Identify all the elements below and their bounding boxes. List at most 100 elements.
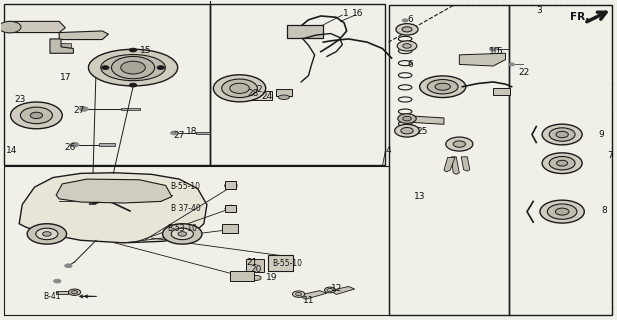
Ellipse shape [542,153,582,173]
Text: 2: 2 [257,85,262,94]
Ellipse shape [540,200,584,223]
Text: 4: 4 [386,146,391,155]
Text: 3: 3 [536,6,542,15]
Bar [389,5,508,315]
Text: 16: 16 [352,9,363,18]
Circle shape [157,66,165,69]
Text: B-55-10: B-55-10 [170,182,201,191]
Text: B-55-10: B-55-10 [272,259,302,268]
Circle shape [172,228,193,240]
Bar [276,89,292,96]
Circle shape [30,112,43,119]
Circle shape [68,289,81,295]
Circle shape [402,27,412,32]
Text: FR.: FR. [569,12,589,22]
Text: 7: 7 [607,151,613,160]
Polygon shape [330,286,355,294]
Circle shape [489,47,497,51]
Text: 27: 27 [173,131,185,140]
Circle shape [36,228,58,240]
Text: 20: 20 [251,265,262,275]
Polygon shape [459,53,505,66]
Text: B-41: B-41 [43,292,60,301]
Circle shape [403,44,412,48]
Bar [222,224,238,233]
Ellipse shape [549,156,575,170]
Bar [196,132,210,134]
Circle shape [292,291,305,297]
Circle shape [398,114,416,123]
Polygon shape [50,39,73,53]
Bar [4,4,210,165]
Circle shape [251,275,261,280]
Ellipse shape [557,160,568,166]
Circle shape [102,66,109,69]
Text: 1: 1 [342,9,349,18]
Bar [99,143,115,146]
Circle shape [325,287,336,293]
Text: 18: 18 [186,127,197,136]
Bar [121,108,141,110]
Text: 22: 22 [518,68,529,77]
Ellipse shape [230,83,249,93]
Bar [493,88,510,95]
Circle shape [0,21,21,33]
Circle shape [54,279,61,283]
Bar [244,91,271,100]
Circle shape [130,83,137,87]
Circle shape [296,292,302,296]
Text: 13: 13 [413,192,425,201]
Text: 17: 17 [60,73,71,82]
Ellipse shape [549,128,575,141]
Ellipse shape [271,259,290,268]
Circle shape [403,116,412,121]
Circle shape [80,107,88,111]
Circle shape [163,224,202,244]
Ellipse shape [556,131,568,138]
Ellipse shape [428,80,458,94]
Text: 6: 6 [407,60,413,69]
Bar [287,25,323,38]
Ellipse shape [213,75,266,102]
Circle shape [10,102,62,129]
Circle shape [70,142,79,147]
Bar [508,5,612,315]
Ellipse shape [88,49,178,86]
Circle shape [20,107,52,124]
Circle shape [401,127,413,134]
Text: 14: 14 [6,146,17,155]
Circle shape [43,232,51,236]
Text: 27: 27 [74,106,85,115]
Polygon shape [444,157,455,172]
Circle shape [445,137,473,151]
Ellipse shape [249,263,261,269]
Bar [225,204,236,212]
Circle shape [130,48,137,52]
Text: 15: 15 [139,45,151,55]
Text: 5: 5 [497,47,502,56]
Bar [230,271,254,281]
Polygon shape [401,116,444,124]
Circle shape [231,275,240,279]
Bar [56,291,68,294]
Polygon shape [7,21,65,33]
Text: 21: 21 [246,258,257,267]
Text: 19: 19 [266,273,277,282]
Ellipse shape [278,95,289,100]
Ellipse shape [223,225,236,230]
Ellipse shape [420,76,466,98]
Text: B 37-40: B 37-40 [170,204,201,213]
Text: 8: 8 [601,206,607,215]
Polygon shape [299,291,327,299]
Bar [246,260,264,272]
Circle shape [508,63,515,66]
Text: B-53-10: B-53-10 [167,224,197,233]
Text: 23: 23 [15,95,26,104]
Ellipse shape [542,124,582,145]
Circle shape [397,41,417,51]
Text: 12: 12 [331,284,342,292]
Circle shape [327,288,333,292]
Text: 26: 26 [64,143,75,152]
Circle shape [178,232,186,236]
Ellipse shape [547,204,577,219]
